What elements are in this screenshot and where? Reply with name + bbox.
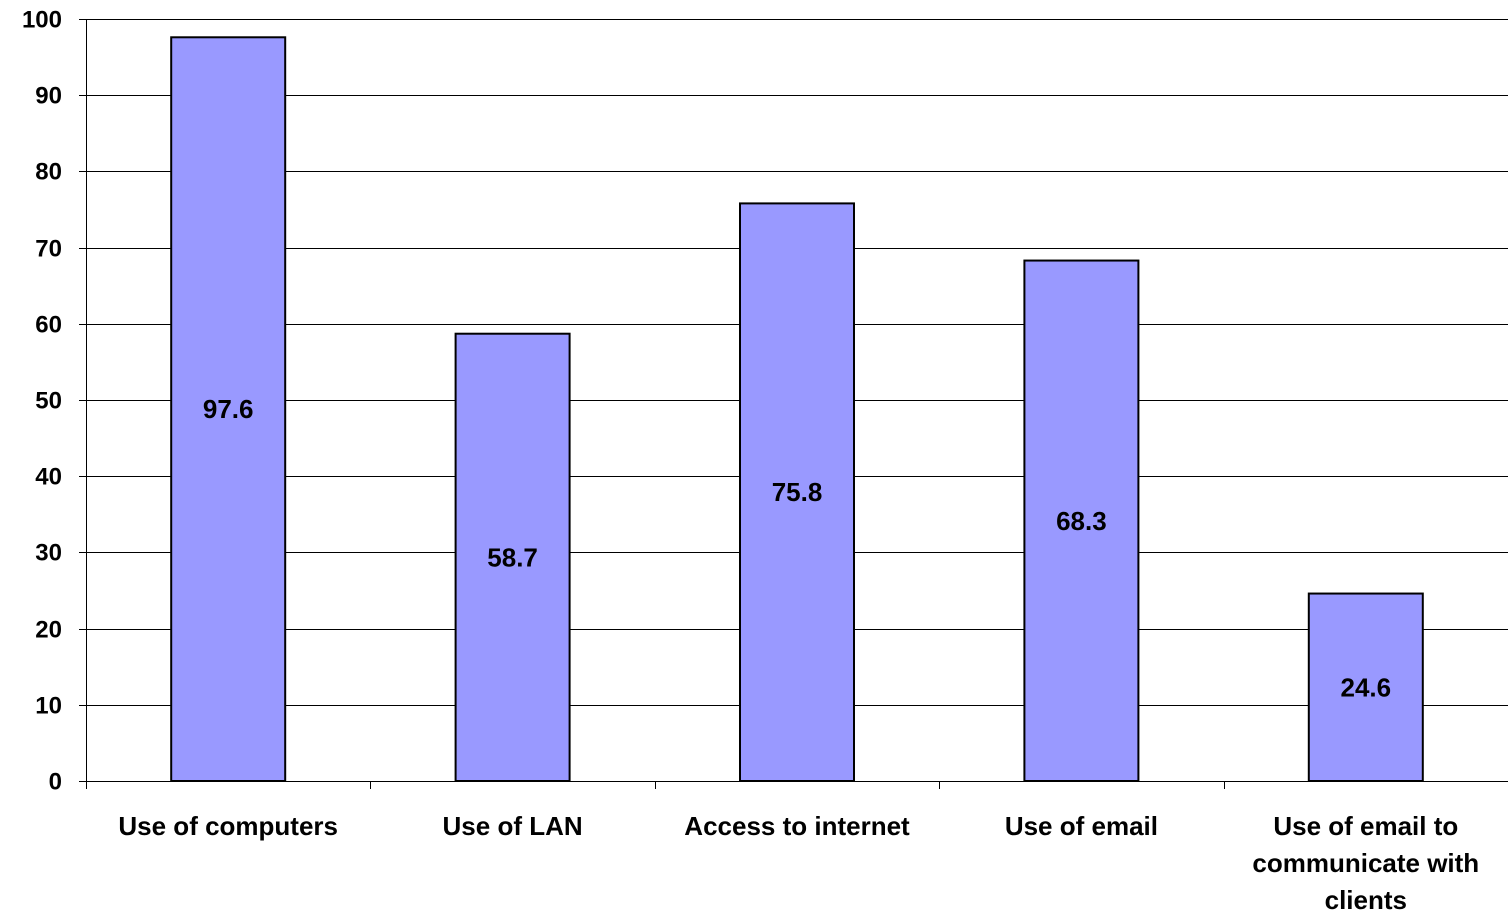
- bar-0: [170, 36, 287, 782]
- x-tick-label-line: communicate with: [1252, 848, 1479, 878]
- axes: [79, 19, 1508, 789]
- y-tick-label: 40: [35, 464, 62, 491]
- y-tick-label: 30: [35, 540, 62, 567]
- data-label-2: 75.8: [772, 477, 823, 507]
- x-tick-label-line: Use of computers: [118, 811, 338, 841]
- y-tick-label: 100: [22, 7, 62, 34]
- x-tick-label-0: Use of computers: [118, 811, 338, 841]
- y-tick-label: 70: [35, 236, 62, 263]
- x-tick-label-3: Use of email: [1005, 811, 1158, 841]
- bar-1: [454, 332, 571, 782]
- x-tick-label-line: clients: [1325, 885, 1407, 913]
- x-tick-label-2: Access to internet: [684, 811, 910, 841]
- y-tick-label: 10: [35, 693, 62, 720]
- x-tick-label-1: Use of LAN: [443, 811, 583, 841]
- data-label-0: 97.6: [203, 394, 254, 424]
- x-tick-label-line: Use of email: [1005, 811, 1158, 841]
- data-labels: 97.6 58.7 75.8 68.3 24.6: [203, 394, 1391, 702]
- data-label-4: 24.6: [1340, 672, 1391, 702]
- x-tick-label-line: Use of email to: [1273, 811, 1458, 841]
- x-tick-label-4: Use of email to communicate with clients: [1252, 811, 1479, 913]
- bar-4: [1307, 592, 1424, 782]
- y-tick-label: 0: [49, 769, 62, 796]
- bars: [170, 36, 1424, 783]
- y-tick-label: 60: [35, 312, 62, 339]
- x-tick-label-line: Use of LAN: [443, 811, 583, 841]
- data-label-3: 68.3: [1056, 506, 1107, 536]
- x-tick-labels: Use of computers Use of LAN Access to inte…: [118, 811, 1479, 913]
- y-tick-label: 50: [35, 388, 62, 415]
- bar-3: [1023, 259, 1140, 782]
- data-label-1: 58.7: [487, 542, 538, 572]
- y-tick-label: 20: [35, 617, 62, 644]
- x-tick-label-line: Access to internet: [684, 811, 910, 841]
- y-tick-label: 80: [35, 159, 62, 186]
- y-tick-label: 90: [35, 83, 62, 110]
- y-tick-labels: 0 10 20 30 40 50 60 70 80 90 100: [22, 7, 62, 796]
